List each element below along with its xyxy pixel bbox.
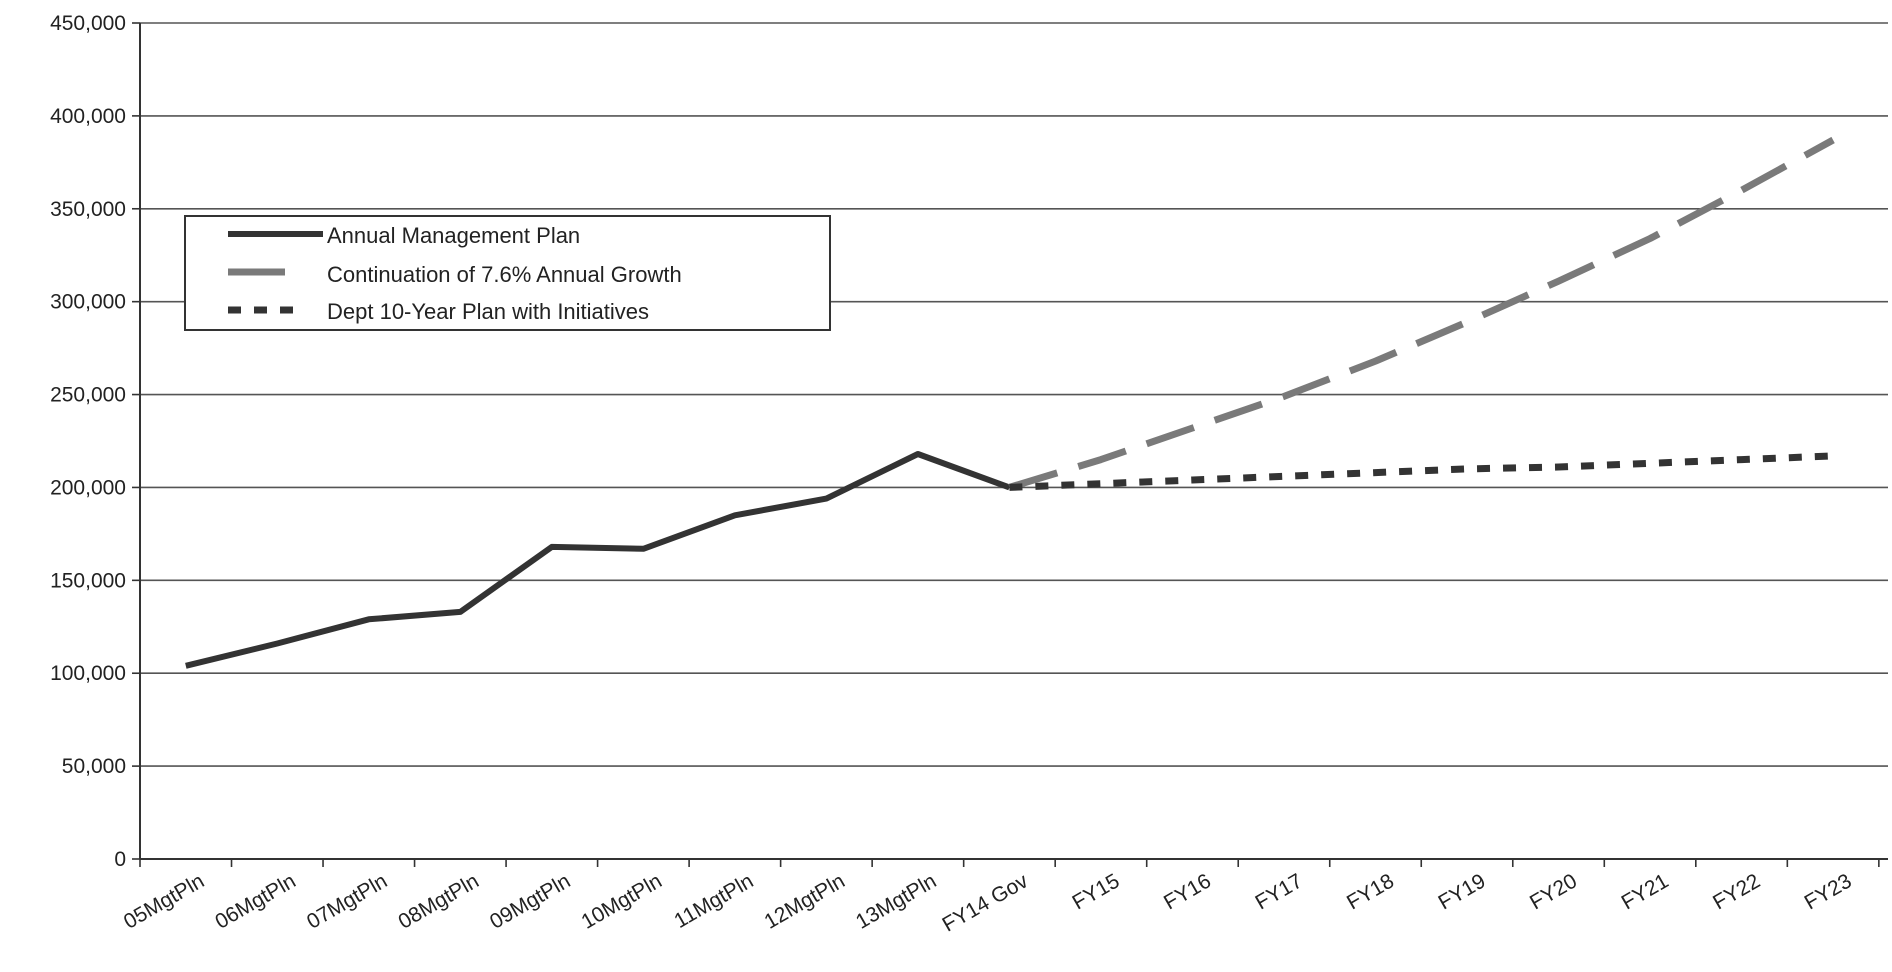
y-tick-label: 50,000: [62, 755, 126, 778]
y-axis-tick-labels: 0 50,000 100,000 150,000 200,000 250,000 300,0…: [50, 12, 126, 871]
y-tick-label: 250,000: [50, 384, 126, 407]
series-line-1: [185, 451, 1011, 669]
y-tick-label: 400,000: [50, 105, 126, 128]
legend: Annual Management Plan Continuation of 7…: [184, 215, 831, 331]
series-line-2: [1008, 136, 1835, 491]
y-tick-label: 0: [114, 848, 126, 871]
y-tick-label: 300,000: [50, 291, 126, 314]
y-tick-label: 100,000: [50, 662, 126, 685]
y-tick-label: 150,000: [50, 569, 126, 592]
series-lines: [185, 136, 1835, 669]
y-tick-label: 450,000: [50, 12, 126, 35]
legend-label-continuation-growth: Continuation of 7.6% Annual Growth: [327, 262, 682, 287]
legend-label-annual-management-plan: Annual Management Plan: [327, 223, 580, 248]
legend-label-dept-10-year-plan: Dept 10-Year Plan with Initiatives: [327, 299, 649, 324]
axes: [132, 22, 1888, 867]
y-tick-label: 350,000: [50, 198, 126, 221]
y-tick-label: 200,000: [50, 476, 126, 499]
series-line-3: [1009, 452, 1834, 491]
